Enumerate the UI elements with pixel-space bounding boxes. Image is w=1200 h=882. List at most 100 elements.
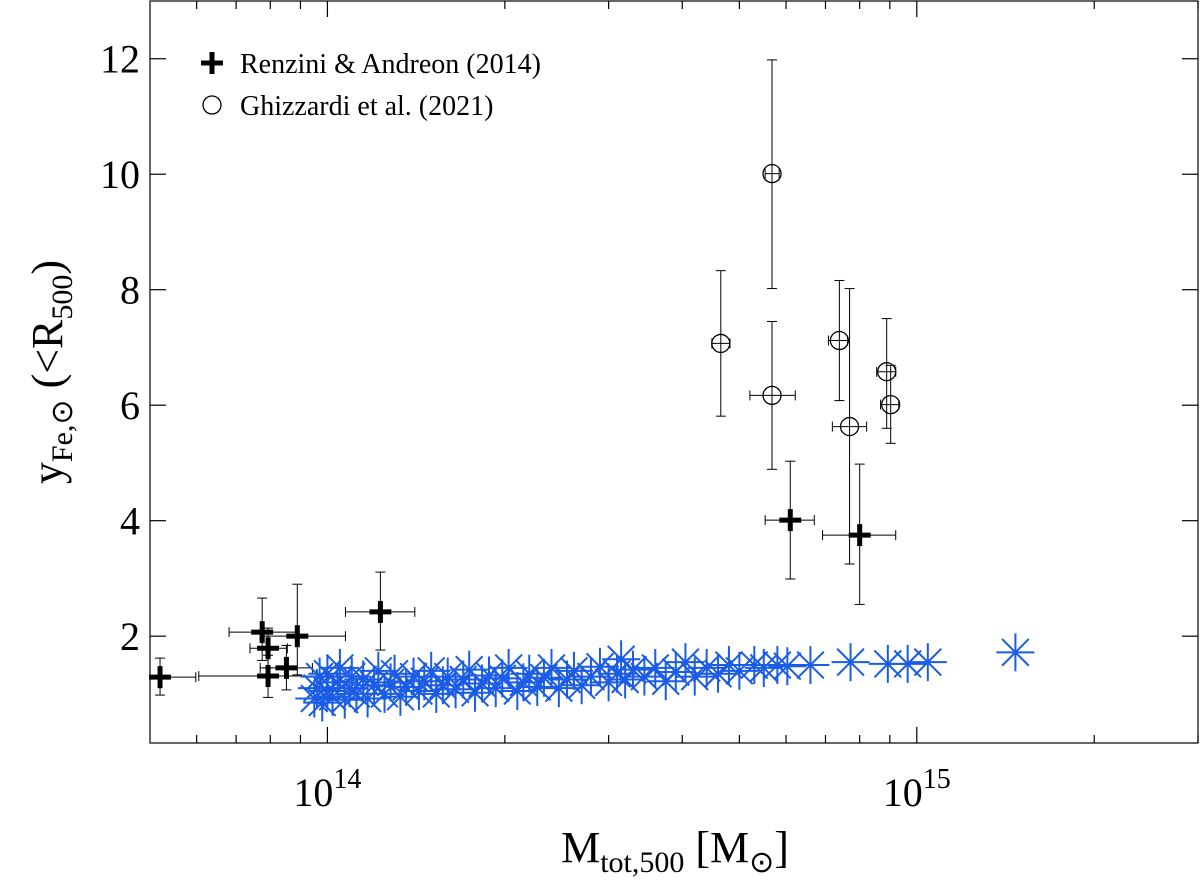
circle-marker	[877, 362, 897, 382]
asterisk-arm	[641, 653, 670, 683]
x-tick-exponent: 14	[333, 764, 361, 795]
x-tick-label: 1014	[293, 764, 361, 815]
y-axis-label-part: y	[23, 462, 72, 484]
asterisk-arm	[671, 648, 700, 677]
asterisk-arm	[433, 662, 462, 691]
asterisk-arm	[618, 655, 648, 684]
x-axis-label-part: tot,500	[600, 846, 684, 879]
asterisk-arm	[399, 662, 428, 691]
plus-marker	[779, 509, 802, 532]
asterisk-marker	[768, 647, 807, 686]
y-axis-label-part: )	[23, 260, 72, 275]
legend-label: Renzini & Andreon (2014)	[240, 49, 541, 80]
asterisk-arm	[559, 656, 589, 685]
asterisk-arm	[714, 650, 744, 680]
circle-marker	[711, 333, 731, 354]
asterisk-marker	[908, 643, 947, 682]
y-axis-label: yFe,⊙ (<R500)	[23, 260, 79, 484]
asterisk-arm	[474, 661, 504, 690]
asterisk-arm	[537, 653, 566, 683]
plus-marker	[201, 52, 223, 74]
y-axis-label-part: 500	[46, 275, 79, 320]
asterisk-marker	[758, 646, 797, 685]
circle-marker	[881, 394, 901, 415]
asterisk-arm	[417, 656, 446, 685]
y-axis-label-part: (<R	[23, 319, 72, 399]
y-error-bar	[881, 318, 892, 429]
y-tick-label: 8	[120, 268, 140, 313]
asterisk-marker	[996, 633, 1035, 672]
asterisk-arm	[873, 649, 902, 678]
asterisk-arm	[913, 648, 942, 677]
plus-marker	[275, 656, 298, 679]
x-axis-label: Mtot,500 [M⊙]	[561, 823, 789, 879]
circle-marker	[762, 385, 782, 406]
y-error-bar	[767, 59, 778, 290]
circle-marker	[829, 330, 850, 351]
asterisk-arm	[302, 674, 332, 703]
asterisk-arm	[585, 652, 615, 681]
asterisk-marker	[602, 640, 641, 679]
plus-marker	[369, 600, 392, 623]
x-axis-label-part: ]	[774, 823, 789, 872]
y-axis-label-part: Fe,⊙	[46, 399, 79, 462]
x-tick-exponent: 15	[923, 764, 951, 795]
asterisk-arm	[725, 656, 754, 685]
asterisk-marker	[709, 646, 748, 685]
x-error-bar	[880, 399, 900, 410]
legend-label: Ghizzardi et al. (2021)	[240, 91, 493, 122]
asterisk-marker	[699, 654, 738, 693]
asterisk-marker	[687, 648, 726, 687]
asterisk-arm	[380, 659, 409, 688]
x-tick-label: 1015	[883, 764, 951, 815]
circle-marker	[762, 164, 782, 184]
asterisk-arm	[494, 653, 523, 683]
asterisk-arm	[353, 684, 382, 713]
x-axis-label-part: [M	[684, 823, 749, 872]
asterisk-arm	[796, 650, 825, 680]
asterisk-arm	[1001, 638, 1030, 667]
asterisk-arm	[893, 649, 922, 678]
asterisk-arm	[763, 650, 792, 680]
plus-marker	[251, 621, 274, 644]
asterisk-marker	[325, 680, 364, 719]
plus-marker	[257, 665, 280, 688]
circle-marker	[839, 416, 860, 437]
x-error-bar	[831, 421, 868, 432]
circle-marker	[202, 95, 222, 115]
y-tick-label: 4	[120, 499, 140, 544]
asterisk-marker	[320, 648, 359, 687]
asterisk-arm	[325, 653, 355, 683]
asterisk-marker	[614, 650, 653, 689]
y-tick-label: 2	[120, 614, 140, 659]
asterisk-arm	[836, 648, 865, 677]
x-axis-label-part: M	[561, 823, 600, 872]
asterisk-marker	[791, 646, 830, 685]
asterisk-arm	[337, 662, 366, 691]
asterisk-marker	[394, 657, 433, 696]
y-tick-label: 6	[120, 383, 140, 428]
asterisk-marker	[625, 657, 664, 696]
asterisk-marker	[606, 660, 645, 699]
asterisk-marker	[675, 657, 714, 696]
asterisk-arm	[607, 645, 636, 674]
x-error-bar	[749, 390, 796, 401]
x-error-bar	[764, 168, 780, 179]
x-tick-base: 10	[293, 770, 333, 815]
asterisk-arm	[515, 659, 544, 688]
x-axis-label-part: ⊙	[749, 846, 774, 879]
asterisk-marker	[554, 651, 593, 690]
plus-marker	[149, 666, 172, 689]
x-tick-base: 10	[883, 770, 923, 815]
asterisk-arm	[692, 653, 721, 683]
asterisk-marker	[831, 643, 870, 682]
asterisk-marker	[888, 644, 927, 683]
plot-frame	[149, 0, 1199, 744]
y-tick-label: 12	[100, 37, 140, 82]
plus-marker	[286, 625, 309, 648]
plus-marker	[848, 524, 871, 547]
asterisk-arm	[773, 652, 802, 681]
y-tick-label: 10	[100, 152, 140, 197]
asterisk-marker	[720, 651, 759, 690]
